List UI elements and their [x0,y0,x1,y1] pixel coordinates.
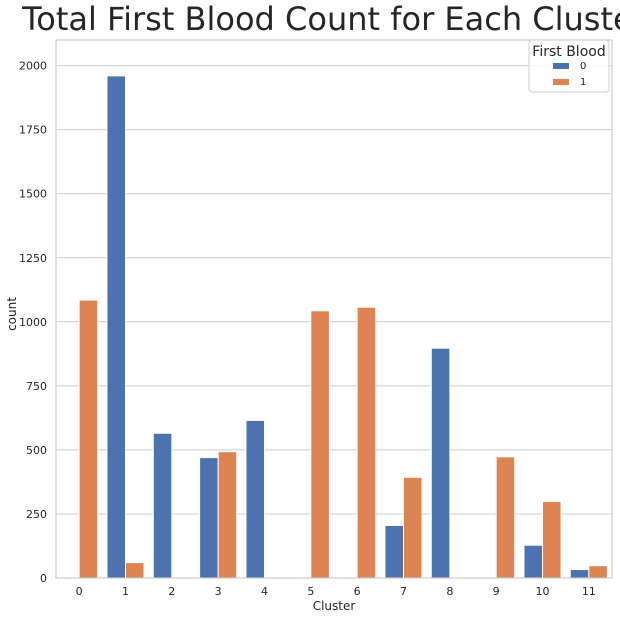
x-tick-labels: 0 1 2 3 4 5 6 7 8 9 10 11 [76,585,596,598]
y-tick-label: 0 [40,572,47,585]
chart-title: Total First Blood Count for Each Cluster [21,0,620,38]
y-tick-label: 1250 [19,252,47,265]
bar-cluster-0-series-1 [78,299,99,579]
x-tick-label: 2 [168,585,175,598]
bars [78,75,608,579]
bar-cluster-11-series-0 [569,569,590,579]
x-tick-label: 4 [261,585,268,598]
axes-frame [55,39,613,579]
plot-frame [55,39,613,579]
x-axis-label: Cluster [313,599,356,613]
bar-cluster-3-series-0 [199,457,219,579]
bar-cluster-6-series-1 [356,306,377,579]
bar-cluster-1-series-1 [125,562,145,579]
x-tick-label: 3 [215,585,222,598]
bar-cluster-2-series-0 [152,432,173,579]
x-tick-label: 11 [582,585,596,598]
y-axis-label: count [5,297,19,331]
x-tick-label: 0 [76,585,83,598]
y-tick-label: 1000 [19,316,47,329]
grid-lines [56,65,612,579]
y-tick-label: 250 [26,508,47,521]
x-tick-label: 10 [536,585,550,598]
bar-cluster-3-series-1 [217,451,238,579]
y-tick-label: 1500 [19,188,47,201]
x-tick-label: 1 [122,585,129,598]
x-tick-label: 7 [400,585,407,598]
x-tick-label: 8 [446,585,453,598]
legend-title: First Blood [532,44,605,60]
bar-cluster-7-series-0 [384,524,405,579]
y-tick-label: 2000 [19,60,47,73]
y-tick-label: 500 [26,444,47,457]
legend-swatch [553,63,569,69]
y-tick-label: 750 [26,380,47,393]
legend-entries: 01 [553,61,586,88]
bar-cluster-4-series-0 [245,419,265,579]
x-tick-label: 6 [354,585,361,598]
legend: First Blood 01 [528,39,610,93]
bar-cluster-10-series-1 [542,500,562,579]
bar-cluster-8-series-0 [430,347,451,579]
y-tick-labels: 0 250 500 750 1000 1250 1500 1750 2000 [19,60,47,585]
bar-cluster-11-series-1 [588,565,608,579]
bar-cluster-7-series-1 [403,476,423,579]
x-tick-label: 5 [307,585,314,598]
bar-cluster-1-series-0 [106,75,126,579]
bar-cluster-5-series-1 [310,310,330,579]
y-tick-label: 1750 [19,124,47,137]
x-tick-label: 9 [493,585,500,598]
bar-cluster-10-series-0 [523,544,544,579]
legend-label: 0 [580,61,586,72]
bar-cluster-9-series-1 [495,456,516,579]
legend-label: 1 [580,77,586,88]
legend-swatch [553,79,569,85]
